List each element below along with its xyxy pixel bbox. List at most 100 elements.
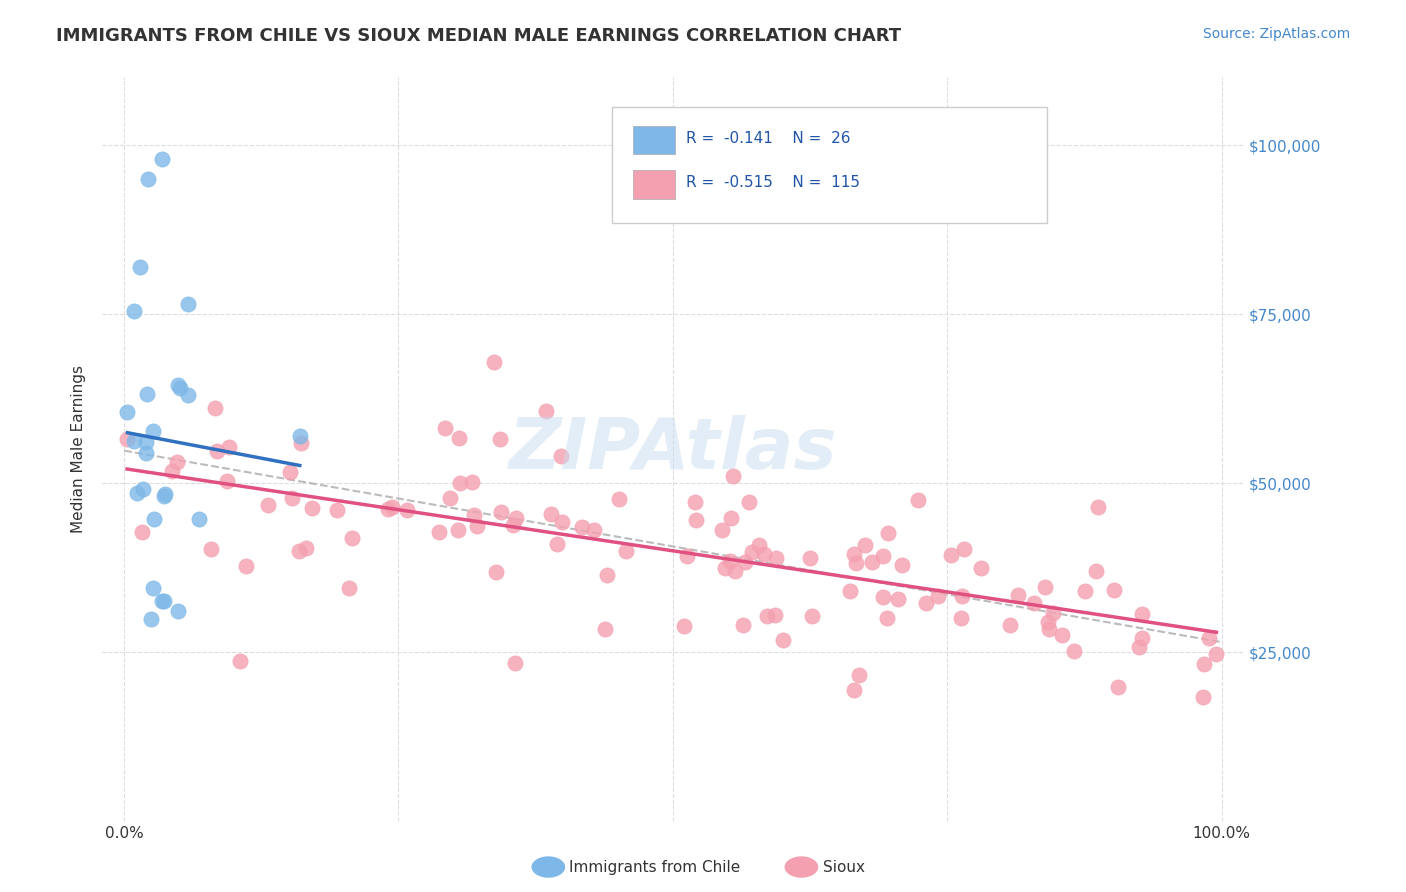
Point	[593, 623, 616, 637]
Point	[876, 611, 898, 625]
Point	[117, 405, 139, 419]
Text: IMMIGRANTS FROM CHILE VS SIOUX MEDIAN MALE EARNINGS CORRELATION CHART: IMMIGRANTS FROM CHILE VS SIOUX MEDIAN MA…	[56, 27, 901, 45]
Point	[765, 550, 787, 565]
Point	[860, 555, 883, 569]
Point	[1198, 632, 1220, 646]
Point	[842, 547, 865, 561]
Point	[169, 381, 191, 395]
Point	[447, 523, 470, 537]
Point	[853, 538, 876, 552]
Point	[1033, 580, 1056, 594]
Point	[872, 549, 894, 563]
Point	[915, 596, 938, 610]
Point	[152, 490, 174, 504]
Point	[176, 297, 198, 311]
Point	[135, 446, 157, 460]
Point	[950, 589, 973, 603]
Point	[166, 454, 188, 468]
Point	[450, 476, 472, 491]
Point	[256, 498, 278, 512]
Point	[395, 502, 418, 516]
Point	[998, 618, 1021, 632]
Point	[1050, 628, 1073, 642]
Point	[718, 554, 741, 568]
Point	[673, 618, 696, 632]
Point	[939, 548, 962, 562]
Point	[540, 507, 562, 521]
Point	[551, 515, 574, 529]
Point	[1084, 565, 1107, 579]
Point	[281, 491, 304, 505]
Point	[447, 431, 470, 445]
Point	[215, 474, 238, 488]
Point	[1130, 631, 1153, 645]
Text: R =  -0.515    N =  115: R = -0.515 N = 115	[686, 176, 860, 190]
Point	[229, 654, 252, 668]
Point	[683, 495, 706, 509]
Text: Sioux: Sioux	[823, 860, 865, 874]
Point	[218, 440, 240, 454]
Point	[1022, 596, 1045, 610]
Point	[970, 560, 993, 574]
Point	[482, 355, 505, 369]
Point	[489, 433, 512, 447]
Point	[1087, 500, 1109, 514]
Point	[439, 491, 461, 506]
Point	[485, 565, 508, 579]
Point	[143, 512, 166, 526]
Point	[756, 609, 779, 624]
Point	[131, 524, 153, 539]
Point	[839, 584, 862, 599]
Point	[733, 618, 755, 632]
Point	[200, 542, 222, 557]
Point	[295, 541, 318, 556]
Point	[596, 568, 619, 582]
Point	[380, 500, 402, 514]
Point	[737, 495, 759, 509]
Point	[128, 260, 150, 274]
Point	[136, 172, 159, 186]
Point	[748, 538, 770, 552]
Point	[1007, 588, 1029, 602]
Point	[1192, 690, 1215, 705]
Text: ZIPAtlas: ZIPAtlas	[509, 415, 837, 484]
Point	[1038, 623, 1060, 637]
Point	[132, 482, 155, 496]
Point	[546, 537, 568, 551]
Point	[1063, 644, 1085, 658]
Point	[122, 304, 145, 318]
Point	[160, 465, 183, 479]
Point	[1042, 606, 1064, 620]
Point	[187, 512, 209, 526]
Point	[571, 520, 593, 534]
Point	[135, 435, 157, 450]
Point	[337, 581, 360, 595]
Point	[340, 531, 363, 545]
Point	[550, 449, 572, 463]
Point	[772, 632, 794, 647]
Point	[326, 503, 349, 517]
Point	[799, 550, 821, 565]
Point	[1107, 680, 1129, 694]
Point	[489, 505, 512, 519]
Point	[927, 589, 949, 603]
Point	[125, 486, 148, 500]
Point	[721, 469, 744, 483]
Point	[150, 152, 173, 166]
Point	[290, 436, 312, 450]
Point	[801, 609, 824, 624]
Point	[614, 544, 637, 558]
Point	[536, 403, 558, 417]
Point	[166, 377, 188, 392]
Point	[752, 547, 775, 561]
Point	[711, 523, 734, 537]
Point	[427, 524, 450, 539]
Point	[607, 491, 630, 506]
Point	[1205, 647, 1227, 661]
Point	[503, 657, 526, 671]
Point	[278, 465, 301, 479]
Point	[952, 541, 974, 556]
Point	[150, 594, 173, 608]
Point	[1128, 640, 1150, 654]
Point	[434, 421, 457, 435]
